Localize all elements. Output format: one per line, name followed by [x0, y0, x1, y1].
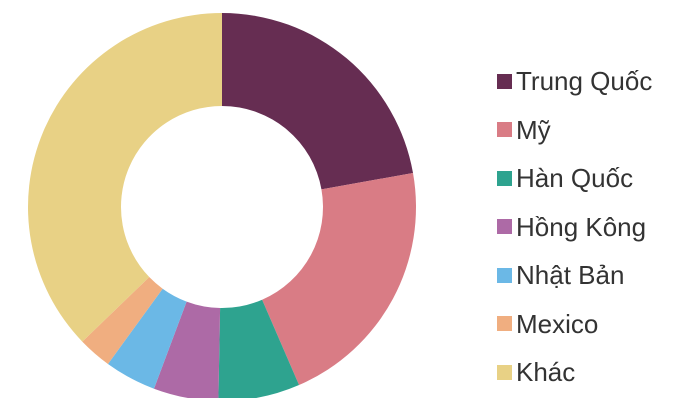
legend-label: Mexico [516, 308, 599, 339]
legend-swatch [497, 219, 512, 235]
legend-item: Khác [497, 348, 652, 397]
legend-label: Nhật Bản [516, 260, 625, 291]
legend-swatch [497, 170, 512, 186]
donut-slice-2 [262, 173, 417, 386]
legend-swatch [497, 122, 512, 138]
donut-slice-3 [218, 299, 300, 398]
donut-slice-4 [153, 301, 221, 398]
legend-swatch [497, 364, 512, 380]
legend-item: Trung Quốc [497, 57, 652, 106]
legend-label: Hàn Quốc [516, 163, 634, 194]
legend: Trung Quốc Mỹ Hàn Quốc Hồng Kông Nhật Bản Mex… [497, 57, 652, 397]
legend-swatch [497, 267, 512, 283]
legend-label: Mỹ [516, 114, 551, 145]
donut-slice-7 [28, 13, 222, 342]
donut-slice-6 [82, 277, 163, 364]
legend-swatch [497, 316, 512, 332]
legend-item: Nhật Bản [497, 251, 652, 300]
legend-item: Mexico [497, 300, 652, 349]
donut-plot [28, 13, 417, 398]
legend-label: Trung Quốc [516, 66, 653, 97]
legend-item: Mỹ [497, 106, 652, 155]
legend-label: Khác [516, 357, 576, 388]
legend-swatch [497, 73, 512, 89]
legend-label: Hồng Kông [516, 211, 647, 242]
legend-item: Hồng Kông [497, 203, 652, 252]
donut-slice-5 [107, 288, 187, 389]
legend-item: Hàn Quốc [497, 154, 652, 203]
donut-slice-1 [222, 13, 414, 190]
